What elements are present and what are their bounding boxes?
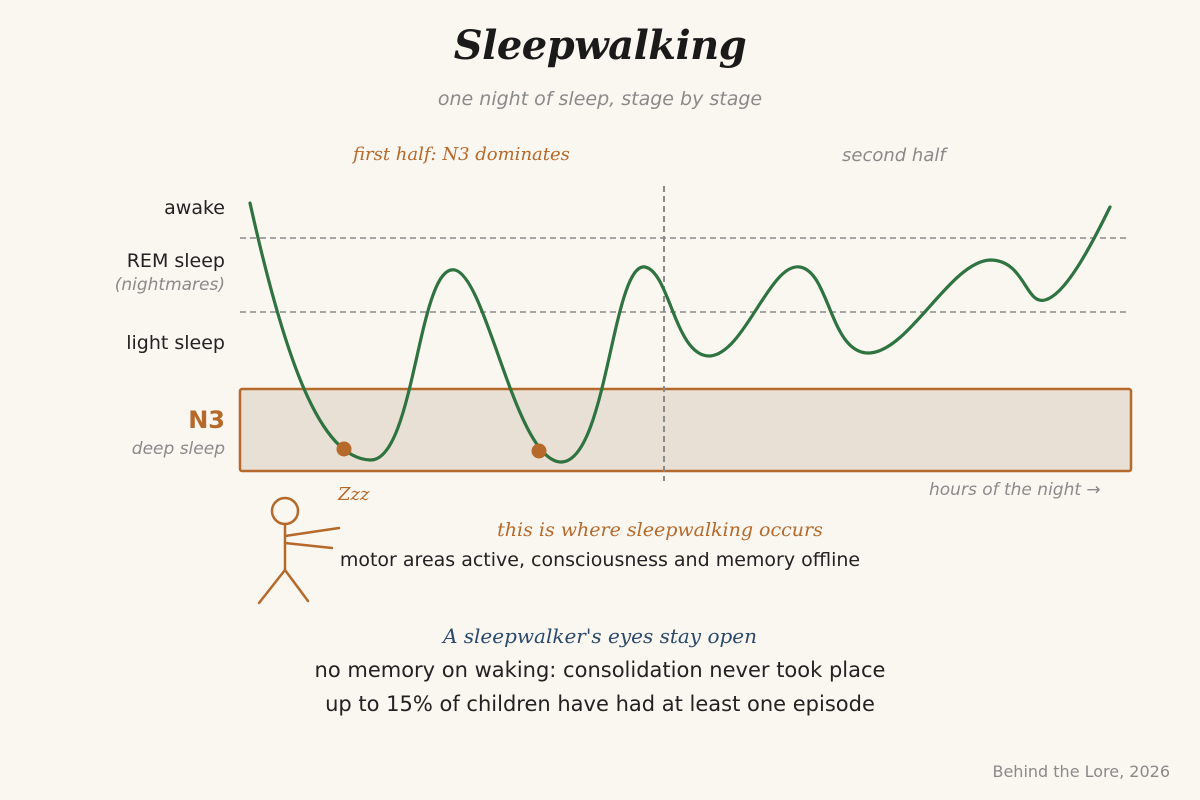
- n3-band: [238, 387, 1133, 473]
- facts-heading: A sleepwalker's eyes stay open: [442, 624, 758, 648]
- page-title: Sleepwalking: [453, 22, 747, 69]
- stage-note-n3: deep sleep: [131, 439, 225, 459]
- fact-line-1: no memory on waking: consolidation never…: [314, 658, 886, 682]
- footer-credit: Behind the Lore, 2026: [992, 762, 1170, 781]
- stage-label-n3: N3: [188, 406, 225, 434]
- first-half-label: first half: N3 dominates: [353, 144, 570, 165]
- stage-label-awake: awake: [164, 197, 225, 219]
- sleepwalker-figure-icon: [257, 496, 341, 605]
- sleepwalking-marker-1: [336, 441, 352, 457]
- page-subtitle: one night of sleep, stage by stage: [437, 88, 763, 110]
- x-axis-label: hours of the night →: [929, 480, 1101, 500]
- callout-body: motor areas active, consciousness and me…: [339, 549, 861, 571]
- callout-heading: this is where sleepwalking occurs: [497, 519, 823, 541]
- zzz-label: Zzz: [338, 484, 370, 505]
- fact-line-2: up to 15% of children have had at least …: [325, 692, 875, 716]
- stage-note-rem: (nightmares): [114, 275, 225, 295]
- second-half-label: second half: [842, 145, 946, 166]
- sleep-cycle-curve: [248, 201, 1112, 464]
- stage-label-rem: REM sleep: [126, 250, 225, 272]
- sleepwalking-marker-2: [531, 443, 547, 459]
- stage-label-light: light sleep: [126, 332, 225, 354]
